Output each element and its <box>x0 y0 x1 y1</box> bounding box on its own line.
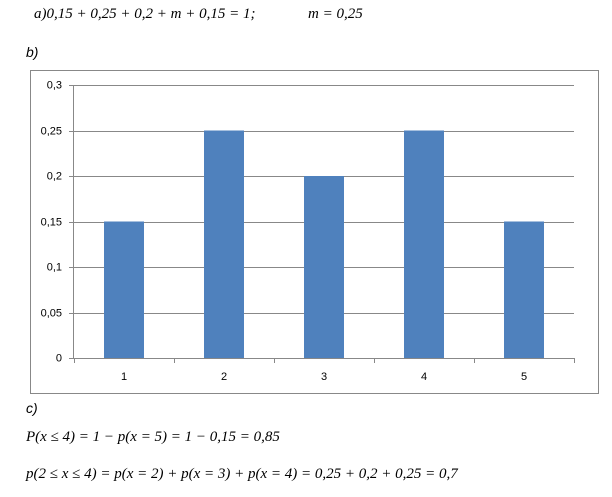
y-tick-label: 0,05 <box>41 307 62 319</box>
x-tick-label: 4 <box>421 371 427 383</box>
x-tick-label: 2 <box>221 371 227 383</box>
bar <box>204 130 244 358</box>
y-tick-label: 0,15 <box>41 216 62 228</box>
x-tick-label: 1 <box>121 371 127 383</box>
y-tick-label: 0,25 <box>41 125 62 137</box>
bar <box>404 130 444 358</box>
result: m = 0,25 <box>308 6 363 22</box>
x-tick-label: 3 <box>321 371 327 383</box>
y-tick-label: 0 <box>56 352 62 364</box>
bar <box>104 221 144 358</box>
section-label: c) <box>26 400 38 416</box>
formula: P(x ≤ 4) = 1 − p(x = 5) = 1 − 0,15 = 0,8… <box>26 429 280 445</box>
bar <box>304 176 344 358</box>
y-tick-label: 0,3 <box>47 79 62 91</box>
formula: p(2 ≤ x ≤ 4) = p(x = 2) + p(x = 3) + p(x… <box>26 466 458 482</box>
x-tick-label: 5 <box>521 371 527 383</box>
y-tick-label: 0,1 <box>47 261 62 273</box>
y-tick-label: 0,2 <box>47 170 62 182</box>
equation: a)0,15 + 0,25 + 0,2 + m + 0,15 = 1; <box>34 6 256 22</box>
bar <box>504 221 544 358</box>
section-label: b) <box>26 44 39 60</box>
